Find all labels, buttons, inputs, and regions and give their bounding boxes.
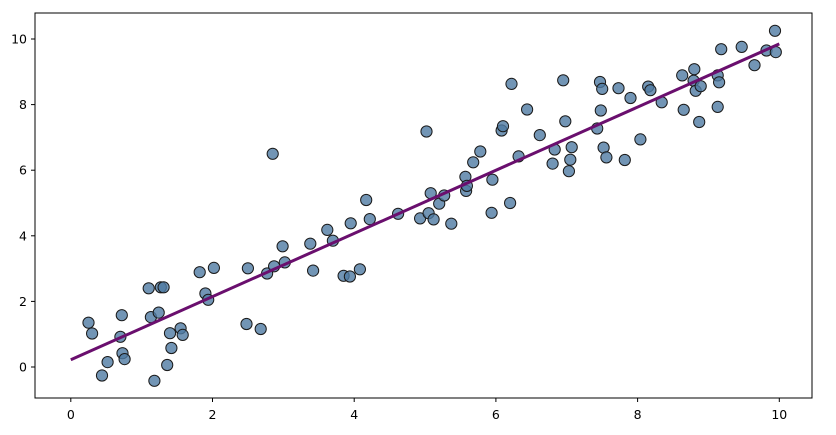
data-point	[713, 76, 726, 89]
data-point	[163, 327, 177, 340]
data-point	[254, 322, 267, 336]
data-point	[353, 263, 366, 276]
y-tick-label: 6	[19, 163, 27, 178]
data-point	[241, 262, 254, 275]
data-point	[559, 115, 572, 128]
data-point	[344, 217, 357, 230]
y-tick-label: 2	[19, 294, 27, 309]
data-point	[644, 84, 657, 97]
y-axis-ticks: 0 2 4 6 8 10	[11, 32, 35, 375]
data-point	[142, 282, 155, 295]
data-point	[594, 104, 607, 117]
data-point	[276, 240, 289, 253]
data-point	[152, 306, 165, 319]
x-axis-ticks: 0 2 4 6 8 10	[67, 398, 787, 422]
data-point	[618, 153, 631, 167]
x-tick-label: 2	[209, 407, 217, 422]
data-point	[420, 125, 433, 138]
data-point	[304, 237, 317, 250]
data-point	[596, 82, 609, 96]
y-tick-label: 4	[19, 228, 27, 243]
data-point	[427, 213, 440, 226]
data-point	[474, 145, 487, 158]
data-point	[505, 77, 518, 91]
data-point	[176, 328, 189, 341]
data-point	[207, 261, 220, 274]
data-point	[677, 103, 690, 116]
data-point	[735, 40, 748, 54]
data-point	[504, 196, 517, 210]
y-tick-label: 0	[19, 360, 27, 375]
scatter-points	[82, 24, 782, 387]
data-point	[562, 165, 576, 178]
data-point	[95, 369, 109, 382]
data-point	[343, 270, 356, 283]
data-point	[101, 356, 114, 369]
data-point	[467, 156, 480, 169]
data-point	[161, 358, 174, 372]
data-point	[533, 129, 546, 142]
data-point	[266, 147, 279, 160]
y-tick-label: 8	[19, 97, 27, 112]
data-point	[115, 309, 128, 322]
data-point	[240, 317, 253, 331]
x-tick-label: 4	[350, 407, 358, 422]
data-point	[768, 24, 782, 37]
data-point	[363, 213, 376, 226]
data-point	[624, 91, 637, 105]
regression-line	[70, 42, 780, 362]
data-point	[711, 100, 724, 114]
data-point	[307, 264, 320, 277]
x-tick-label: 6	[492, 407, 500, 422]
x-tick-label: 10	[771, 407, 787, 422]
data-point	[688, 63, 701, 76]
data-point	[118, 353, 131, 366]
data-point	[148, 374, 161, 387]
x-tick-label: 8	[634, 407, 642, 422]
data-point	[496, 120, 510, 133]
data-point	[557, 74, 570, 87]
data-point	[82, 316, 95, 329]
data-point	[612, 82, 625, 95]
data-point	[564, 153, 577, 166]
data-point	[676, 69, 689, 82]
x-tick-label: 0	[67, 407, 75, 422]
data-point	[157, 281, 170, 294]
fit-line-segment	[70, 42, 780, 362]
data-point	[546, 157, 559, 170]
data-point	[165, 341, 178, 355]
data-point	[360, 193, 373, 207]
data-point	[445, 217, 458, 230]
data-point	[565, 141, 578, 154]
data-point	[521, 103, 534, 116]
data-point	[193, 266, 206, 279]
data-point	[748, 59, 761, 72]
axes-frame	[34, 12, 813, 399]
data-point	[600, 151, 613, 164]
data-point	[715, 43, 728, 56]
data-point	[321, 223, 334, 236]
y-tick-label: 10	[11, 32, 27, 47]
data-point	[485, 206, 498, 219]
data-point	[634, 133, 647, 146]
data-point	[486, 173, 499, 186]
data-point	[86, 327, 99, 340]
data-point	[693, 115, 706, 129]
